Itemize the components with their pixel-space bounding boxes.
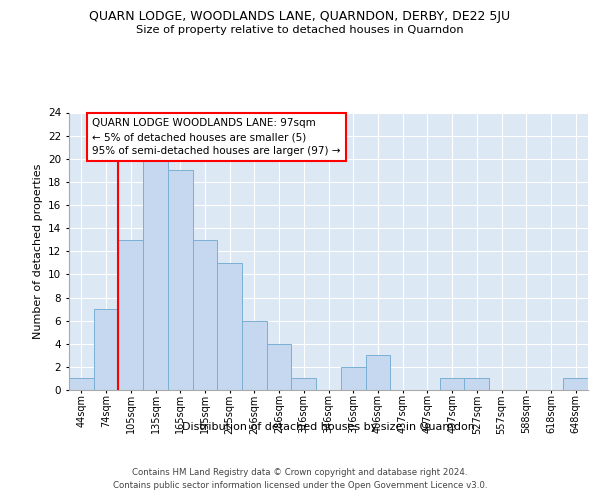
Bar: [242, 320, 267, 390]
Bar: [217, 263, 242, 390]
Bar: [341, 367, 365, 390]
Text: Size of property relative to detached houses in Quarndon: Size of property relative to detached ho…: [136, 25, 464, 35]
Bar: [168, 170, 193, 390]
Bar: [193, 240, 217, 390]
Bar: [69, 378, 94, 390]
Bar: [292, 378, 316, 390]
Text: Distribution of detached houses by size in Quarndon: Distribution of detached houses by size …: [182, 422, 475, 432]
Text: Contains HM Land Registry data © Crown copyright and database right 2024.: Contains HM Land Registry data © Crown c…: [132, 468, 468, 477]
Bar: [267, 344, 292, 390]
Bar: [440, 378, 464, 390]
Bar: [464, 378, 489, 390]
Y-axis label: Number of detached properties: Number of detached properties: [32, 164, 43, 339]
Bar: [94, 309, 118, 390]
Bar: [118, 240, 143, 390]
Text: QUARN LODGE WOODLANDS LANE: 97sqm
← 5% of detached houses are smaller (5)
95% of: QUARN LODGE WOODLANDS LANE: 97sqm ← 5% o…: [92, 118, 341, 156]
Bar: [563, 378, 588, 390]
Text: Contains public sector information licensed under the Open Government Licence v3: Contains public sector information licen…: [113, 480, 487, 490]
Bar: [143, 159, 168, 390]
Text: QUARN LODGE, WOODLANDS LANE, QUARNDON, DERBY, DE22 5JU: QUARN LODGE, WOODLANDS LANE, QUARNDON, D…: [89, 10, 511, 23]
Bar: [365, 356, 390, 390]
